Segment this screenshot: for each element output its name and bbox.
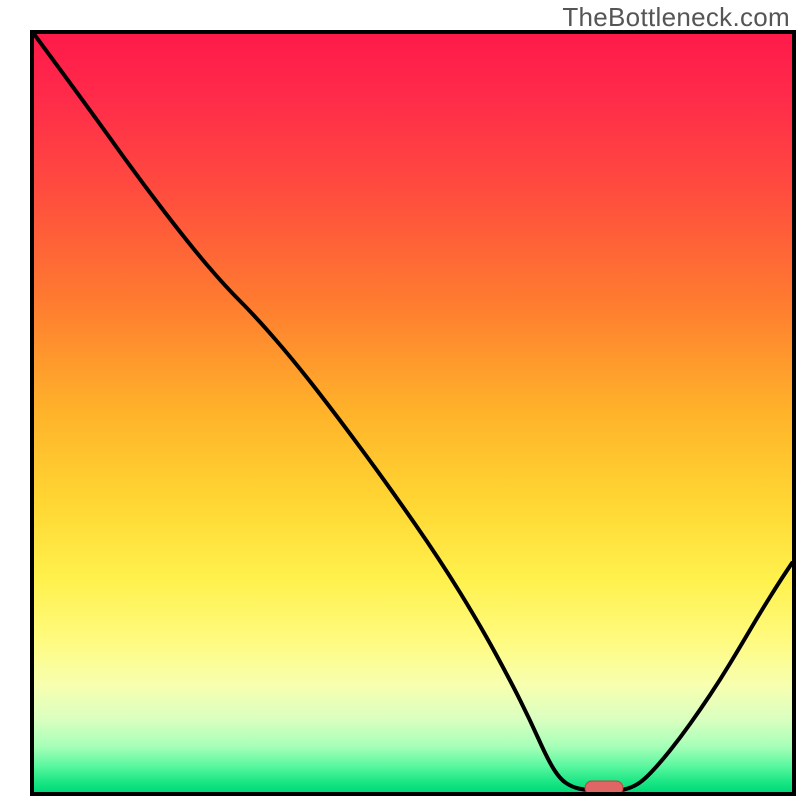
gradient-background xyxy=(34,34,792,792)
bottleneck-chart xyxy=(0,0,800,800)
watermark-text: TheBottleneck.com xyxy=(562,2,790,33)
chart-container: TheBottleneck.com xyxy=(0,0,800,800)
